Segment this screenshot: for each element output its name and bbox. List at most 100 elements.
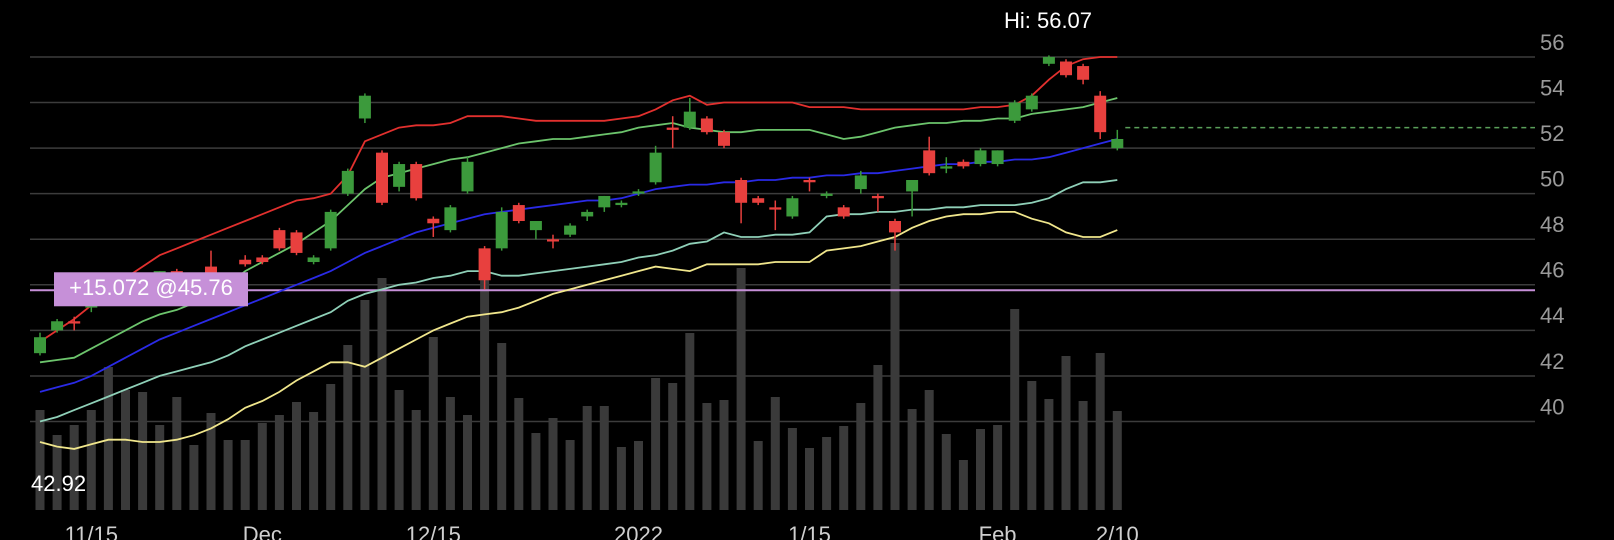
volume-bar [480, 272, 490, 510]
candle-body [974, 150, 987, 165]
candle-body [649, 152, 662, 183]
candle-body [1094, 95, 1107, 133]
y-tick-label: 42 [1540, 349, 1564, 374]
volume-bar [565, 440, 575, 510]
y-tick-label: 54 [1540, 75, 1564, 100]
volume-bar [35, 410, 45, 510]
volume-bar [292, 402, 301, 510]
candle-body [598, 195, 611, 208]
volume-bar [822, 437, 832, 510]
candle-body [34, 337, 46, 354]
y-tick-label: 46 [1540, 258, 1564, 283]
volume-bar [497, 343, 507, 510]
candle-body [547, 239, 559, 242]
y-tick-label: 40 [1540, 394, 1564, 419]
candle-body [700, 118, 713, 133]
candle-body [752, 198, 765, 203]
ma-line [39, 179, 1118, 423]
candle-body [427, 218, 440, 224]
volume-bar [377, 278, 387, 510]
volume-bar [1027, 381, 1037, 510]
x-tick-label: 2022 [614, 522, 663, 540]
reference-label-box [54, 272, 248, 307]
volume-bar [839, 426, 849, 510]
candle-body [341, 170, 354, 194]
volume-bar [240, 440, 250, 510]
volume-bar [343, 345, 353, 510]
candle-body [581, 211, 594, 217]
volume-bar [958, 460, 968, 510]
volume-bar [702, 403, 712, 510]
candle-body [444, 207, 457, 231]
volume-bar [548, 418, 558, 510]
volume-bar [121, 390, 130, 510]
volume-bar [138, 392, 148, 510]
y-tick-label: 52 [1540, 121, 1564, 146]
volume-bar [1078, 401, 1088, 510]
candle-body [889, 221, 901, 233]
volume-bar [223, 440, 233, 510]
volume-bar [1112, 411, 1122, 510]
candle-body [769, 207, 782, 210]
hi-label: Hi: 56.07 [1004, 8, 1092, 33]
candle-body [324, 211, 337, 249]
volume-bar [1010, 309, 1020, 510]
ma-line [39, 211, 1118, 450]
volume-bar [736, 268, 746, 510]
volume-bar [1061, 356, 1071, 510]
x-tick-label: 2/10 [1096, 522, 1139, 540]
volume-bar [907, 409, 917, 510]
candle-body [461, 161, 474, 192]
volume-bar [189, 445, 199, 510]
reference-label: +15.072 @45.76 [69, 275, 233, 300]
volume-bar [787, 428, 797, 510]
volume-bar [445, 397, 455, 510]
candle-body [256, 257, 269, 263]
volume-bar [1095, 353, 1105, 510]
candle-body [290, 232, 303, 253]
volume-bar [52, 435, 62, 510]
candle-body [1060, 61, 1072, 76]
candle-body [239, 259, 252, 265]
volume-bar [69, 425, 79, 510]
candle-body [957, 161, 970, 167]
candle-body [632, 191, 645, 194]
volume-bar [976, 429, 985, 510]
y-tick-label: 44 [1540, 303, 1564, 328]
y-tick-label: 50 [1540, 166, 1564, 191]
volume-bar [668, 383, 678, 510]
volume-bar [411, 410, 421, 510]
volume-bar [651, 378, 661, 510]
candle-body [68, 321, 81, 324]
ma-line [39, 138, 1118, 393]
volume-bar [428, 337, 438, 510]
candle-body [803, 180, 816, 183]
volume-bar [873, 365, 883, 510]
candle-body [735, 180, 748, 203]
volume-bar [719, 400, 729, 510]
volume-bar [582, 406, 592, 510]
volume-bar [394, 390, 404, 510]
volume-bar [206, 413, 216, 510]
candle-body [307, 257, 320, 263]
y-tick-label: 48 [1540, 212, 1564, 237]
volume-bar [86, 410, 96, 510]
candle-body [871, 195, 884, 199]
volume-bar [634, 441, 643, 510]
x-tick-label: 12/15 [406, 522, 461, 540]
candle-body [718, 132, 730, 146]
candle-body [923, 150, 936, 174]
candle-body [512, 205, 525, 222]
volume-bar [890, 243, 900, 510]
candle-body [51, 321, 64, 331]
candle-body [410, 164, 423, 199]
x-tick-label: 1/15 [788, 522, 831, 540]
volume-bar [924, 390, 934, 510]
volume-bar [309, 412, 319, 510]
candle-body [615, 202, 628, 206]
candle-body [906, 180, 919, 192]
volume-bar [770, 397, 780, 510]
volume-bar [993, 425, 1003, 510]
x-tick-label: Dec [243, 522, 282, 540]
